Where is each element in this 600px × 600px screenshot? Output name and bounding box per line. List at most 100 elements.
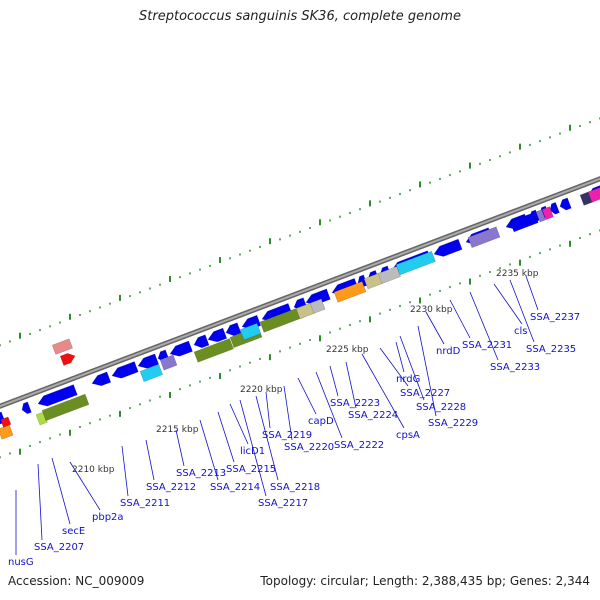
label-leader: [199, 419, 219, 481]
gene-label: SSA_2212: [146, 482, 196, 493]
gene-label: nusG: [8, 557, 34, 568]
gene-arrow: [169, 340, 193, 357]
gene-label: SSA_2235: [526, 344, 576, 355]
label-leader: [297, 377, 317, 415]
gene-label: SSA_2228: [416, 402, 466, 413]
label-leader: [265, 391, 271, 429]
gene-label: SSA_2211: [120, 498, 170, 509]
gene-label-leaders: [15, 275, 539, 555]
gene-arrow: [225, 322, 242, 336]
gene-label: SSA_2224: [348, 410, 398, 421]
ruler-label: 2235 kbp: [496, 269, 539, 279]
cog-block: [377, 266, 401, 285]
gene-label: pbp2a: [92, 512, 124, 523]
label-leader: [145, 439, 155, 481]
ruler-label: 2215 kbp: [156, 425, 199, 435]
label-leader: [509, 279, 535, 343]
label-leader: [329, 365, 339, 397]
rna-feature: [0, 416, 12, 428]
label-leader: [379, 347, 409, 387]
gene-arrow: [433, 238, 463, 257]
accession: Accession: NC_009009: [8, 574, 145, 588]
ruler-label: 2225 kbp: [326, 345, 369, 355]
map-title: Streptococcus sanguinis SK36, complete g…: [139, 9, 461, 24]
gene-label: SSA_2219: [262, 430, 312, 441]
gene-arrow: [37, 384, 78, 407]
topology-info: Topology: circular; Length: 2,388,435 bp…: [260, 574, 590, 588]
label-leader: [255, 395, 279, 481]
gene-label: SSA_2223: [330, 398, 380, 409]
label-leader: [449, 299, 471, 339]
cog-block: [309, 298, 326, 314]
ruler-label: 2210 kbp: [72, 465, 115, 475]
label-leader: [229, 403, 249, 445]
inner-tick-marks: [0, 229, 600, 459]
genome-backbone: [0, 176, 600, 409]
gene-label: SSA_2231: [462, 340, 512, 351]
gene-label: cls: [514, 326, 528, 337]
gene-arrow: [21, 401, 32, 415]
cog-block: [467, 226, 501, 249]
cog-block: [587, 186, 600, 203]
gene-label: capD: [308, 416, 334, 427]
label-leader: [69, 461, 101, 511]
cog-block: [333, 281, 367, 303]
label-leader: [37, 463, 43, 541]
ruler-labels: 2210 kbp 2215 kbp 2220 kbp 2225 kbp 2230 kbp…: [72, 269, 539, 475]
label-leader: [469, 291, 499, 361]
cog-block: [509, 212, 539, 233]
gene-features: [0, 184, 600, 440]
cog-block: [41, 393, 90, 422]
gene-arrow: [305, 288, 331, 306]
gene-arrow: [111, 361, 139, 379]
cog-block: [541, 206, 554, 221]
gene-label: secE: [62, 526, 85, 537]
label-leader: [239, 399, 267, 497]
gene-label: SSA_2213: [176, 468, 226, 479]
label-leader: [525, 275, 539, 311]
label-leader: [121, 445, 129, 497]
label-leader: [315, 371, 343, 439]
gene-label: nrdG: [396, 374, 420, 385]
gene-arrow: [137, 353, 159, 369]
gene-label: SSA_2207: [34, 542, 84, 553]
cog-block: [0, 424, 14, 440]
gene-label: cpsA: [396, 430, 420, 441]
gene-label: SSA_2229: [428, 418, 478, 429]
gene-label: SSA_2217: [258, 498, 308, 509]
label-leader: [395, 341, 405, 373]
cog-block: [193, 338, 234, 363]
gene-label: SSA_2233: [490, 362, 540, 373]
label-leader: [399, 335, 425, 401]
gene-label: SSA_2222: [334, 440, 384, 451]
label-leader: [175, 429, 185, 467]
label-leader: [425, 311, 445, 345]
gene-label: SSA_2237: [530, 312, 580, 323]
cog-block: [395, 250, 436, 276]
label-leader: [493, 283, 523, 325]
label-leader: [51, 457, 71, 525]
gene-arrow: [193, 334, 210, 349]
label-leader: [217, 411, 235, 463]
cog-block: [535, 209, 546, 223]
cog-block: [259, 306, 306, 333]
gene-label: SSA_2220: [284, 442, 334, 453]
ruler-label: 2220 kbp: [240, 385, 283, 395]
ruler-label: 2230 kbp: [410, 305, 453, 315]
cog-block: [239, 322, 262, 341]
gene-label: SSA_2215: [226, 464, 276, 475]
gene-arrow: [207, 327, 228, 343]
label-leader: [283, 385, 293, 441]
cog-block: [363, 272, 384, 290]
outer-tick-marks: [0, 117, 600, 347]
label-leader: [345, 361, 357, 409]
cog-block: [139, 364, 163, 383]
cog-block: [159, 354, 178, 371]
label-leader: [417, 325, 437, 417]
rna-feature: [59, 353, 76, 366]
gene-label: SSA_2218: [270, 482, 320, 493]
gene-label: nrdD: [436, 346, 461, 357]
gene-label: SSA_2214: [210, 482, 260, 493]
